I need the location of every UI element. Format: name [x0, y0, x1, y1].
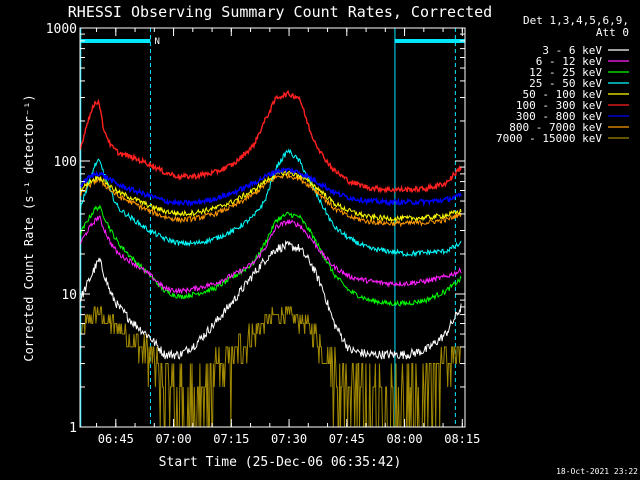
- legend-label-7: 800 - 7000 keV: [509, 121, 602, 134]
- legend-label-2: 12 - 25 keV: [529, 66, 602, 79]
- series-line-6: [79, 167, 462, 208]
- marker-label-n: N: [154, 37, 159, 47]
- night-bar-0: [80, 39, 151, 43]
- x-tick-label-0: 06:45: [98, 432, 134, 446]
- x-tick-label-1: 07:00: [155, 432, 191, 446]
- legend-label-0: 3 - 6 keV: [542, 44, 602, 57]
- plot-frame: [79, 27, 466, 428]
- series-line-1: [79, 215, 462, 295]
- x-tick-label-5: 08:00: [386, 432, 422, 446]
- legend-label-1: 6 - 12 keV: [536, 55, 603, 68]
- legend-label-8: 7000 - 15000 keV: [496, 132, 602, 145]
- x-tick-label-2: 07:15: [213, 432, 249, 446]
- y-tick-label-2: 100: [54, 155, 77, 170]
- y-axis-label: Corrected Count Rate (s⁻¹ detector⁻¹): [22, 94, 36, 361]
- legend-label-6: 300 - 800 keV: [516, 110, 602, 123]
- axes: 1 10 100 1000 06:45 07:00 07:15 07:30 07:45 08:00…: [46, 22, 481, 446]
- series-layer: [79, 89, 462, 428]
- night-bar-1: [394, 39, 465, 43]
- y-tick-label-3: 1000: [46, 22, 77, 37]
- series-line-7: [79, 173, 462, 228]
- series-line-4: [79, 169, 462, 223]
- footer-date: 18-Oct-2021 23:22: [556, 467, 638, 476]
- x-tick-label-6: 08:15: [444, 432, 480, 446]
- legend-label-4: 50 - 100 keV: [523, 88, 603, 101]
- legend-label-3: 25 - 50 keV: [529, 77, 602, 90]
- chart-title: RHESSI Observing Summary Count Rates, Co…: [68, 3, 492, 21]
- legend-header-line-2: Att 0: [596, 26, 629, 39]
- legend-label-5: 100 - 300 keV: [516, 99, 602, 112]
- x-axis-label: Start Time (25-Dec-06 06:35:42): [159, 455, 402, 470]
- x-tick-label-3: 07:30: [271, 432, 307, 446]
- series-line-3: [79, 148, 462, 258]
- series-line-0: [79, 239, 462, 360]
- series-line-5: [79, 89, 462, 194]
- y-tick-label-1: 10: [61, 288, 77, 303]
- legend-header-line-1: Det 1,3,4,5,6,9,: [523, 14, 629, 27]
- y-tick-label-0: 1: [69, 421, 77, 436]
- x-tick-label-4: 07:45: [329, 432, 365, 446]
